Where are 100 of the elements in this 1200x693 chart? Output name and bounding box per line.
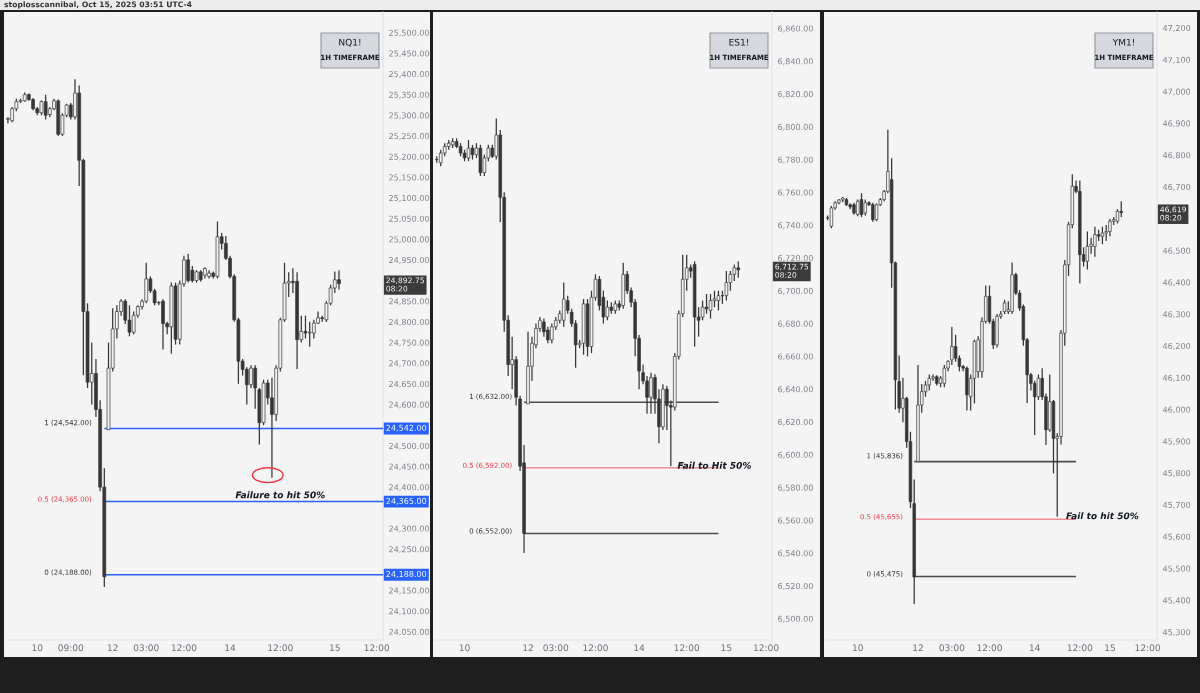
x-tick-label: 12:00 — [171, 644, 197, 652]
x-tick-label: 14 — [225, 644, 236, 652]
y-tick-label: 25,000.00 — [389, 236, 430, 244]
x-tick-label: 14 — [634, 644, 645, 652]
y-tick-label: 46,200 — [1162, 342, 1191, 350]
candlestick — [871, 202, 875, 223]
y-tick-label: 45,700 — [1162, 501, 1191, 509]
y-tick-label: 45,300 — [1162, 629, 1191, 637]
y-tick-label: 24,150.00 — [389, 587, 430, 595]
candlestick — [708, 293, 713, 320]
x-tick-label: 12:00 — [754, 644, 779, 652]
y-tick-label: 25,450.00 — [389, 50, 430, 58]
y-tick-label: 6,660.00 — [778, 353, 813, 361]
x-tick-label: 12:00 — [977, 644, 1002, 652]
x-tick-label: 10 — [853, 644, 863, 652]
y-tick-label: 24,450.00 — [389, 463, 430, 471]
x-tick-label: 12:00 — [674, 644, 700, 652]
y-tick-label: 24,950.00 — [389, 256, 430, 264]
y-tick-label: 24,300.00 — [389, 525, 430, 533]
y-tick-label: 45,500 — [1162, 565, 1191, 573]
y-tick-label: 6,800.00 — [778, 123, 813, 131]
x-tick-label: 12:00 — [364, 644, 390, 652]
text: 24,542.00 — [386, 424, 427, 432]
y-tick-label: 24,500.00 — [389, 442, 430, 450]
x-tick-label: 12 — [523, 644, 533, 652]
y-tick-label: 45,600 — [1162, 533, 1191, 541]
y-tick-label: 24,800.00 — [389, 318, 430, 326]
y-tick-label: 24,650.00 — [389, 380, 430, 388]
x-tick-label: 10 — [459, 644, 470, 652]
x-tick-label: 12:00 — [1067, 644, 1093, 652]
y-tick-label: 25,100.00 — [389, 195, 430, 202]
annotation: Fail to hit 50% — [1066, 512, 1139, 520]
x-tick-label: 03:00 — [543, 644, 569, 652]
y-tick-label: 6,600.00 — [778, 451, 813, 459]
x-tick-label: 14 — [1029, 644, 1040, 652]
y-tick-label: 47,000 — [1162, 88, 1191, 96]
y-tick-label: 6,540.00 — [778, 550, 813, 558]
y-tick-label: 46,000 — [1162, 406, 1191, 414]
x-tick-label: 12 — [107, 644, 118, 652]
y-tick-label: 24,100.00 — [389, 608, 430, 616]
candlestick — [312, 319, 316, 340]
annotation: Failure to hit 50% — [235, 491, 325, 499]
y-tick-label: 25,150.00 — [389, 174, 430, 182]
y-tick-label: 24,600.00 — [389, 401, 430, 409]
y-tick-label: 6,500.00 — [778, 615, 813, 623]
candlestick — [704, 293, 709, 315]
y-tick-label: 25,050.00 — [389, 215, 430, 223]
y-tick-label: 25,250.00 — [389, 133, 430, 140]
y-tick-label: 6,840.00 — [778, 58, 813, 66]
candlestick — [249, 364, 253, 389]
y-tick-label: 6,720.00 — [778, 255, 813, 262]
text: ES1! — [729, 38, 749, 46]
candlestick — [43, 94, 48, 121]
y-tick-label: 46,100 — [1162, 374, 1191, 382]
x-tick-label: 10 — [32, 644, 43, 652]
candlestick — [186, 253, 190, 284]
y-tick-label: 6,860.00 — [778, 25, 813, 33]
candlestick — [1085, 230, 1090, 271]
y-tick-label: 24,750.00 — [389, 339, 430, 347]
y-tick-label: 6,620.00 — [778, 419, 813, 426]
x-tick-label: 12:00 — [1135, 644, 1160, 652]
y-tick-label: 47,200 — [1162, 24, 1191, 32]
text: YM1! — [1112, 38, 1134, 46]
y-tick-label: 46,500 — [1162, 247, 1191, 255]
y-tick-label: 6,680.00 — [778, 320, 813, 328]
text: 24,188.00 — [386, 570, 427, 578]
text: NQ1! — [339, 38, 361, 47]
x-tick-label: 12:00 — [583, 644, 608, 652]
y-tick-label: 6,560.00 — [778, 517, 813, 525]
x-tick-label: 15 — [1105, 644, 1115, 652]
y-tick-label: 6,700.00 — [778, 287, 813, 295]
y-tick-label: 6,760.00 — [778, 189, 813, 197]
y-tick-label: 6,520.00 — [778, 582, 813, 590]
candlestick — [337, 269, 341, 291]
y-tick-label: 6,580.00 — [778, 484, 813, 492]
candlestick — [1093, 226, 1097, 258]
y-tick-label: 46,400 — [1162, 279, 1191, 287]
x-tick-label: 03:00 — [133, 644, 159, 652]
y-tick-label: 24,850.00 — [389, 298, 430, 306]
y-tick-label: 25,200.00 — [389, 153, 430, 161]
y-tick-label: 24,700.00 — [389, 360, 430, 368]
candlestick — [466, 139, 471, 162]
y-tick-label: 25,300.00 — [389, 112, 430, 120]
candlestick — [161, 298, 165, 351]
y-tick-label: 24,050.00 — [389, 628, 430, 636]
x-tick-label: 03:00 — [939, 644, 965, 652]
y-tick-label: 46,700 — [1162, 183, 1191, 191]
x-tick-label: 12 — [913, 644, 923, 652]
y-tick-label: 6,780.00 — [778, 156, 813, 164]
y-tick-label: 25,350.00 — [389, 91, 430, 99]
y-tick-label: 25,500.00 — [389, 29, 430, 37]
y-tick-label: 46,900 — [1162, 120, 1191, 128]
y-tick-label: 25,400.00 — [389, 71, 430, 78]
x-tick-label: 15 — [330, 644, 340, 652]
x-tick-label: 15 — [721, 644, 732, 652]
y-tick-label: 45,800 — [1162, 470, 1191, 478]
candlestick — [942, 364, 946, 388]
text: 24,365.00 — [386, 497, 427, 505]
candlestick — [649, 372, 653, 415]
y-tick-label: 45,900 — [1162, 438, 1191, 446]
